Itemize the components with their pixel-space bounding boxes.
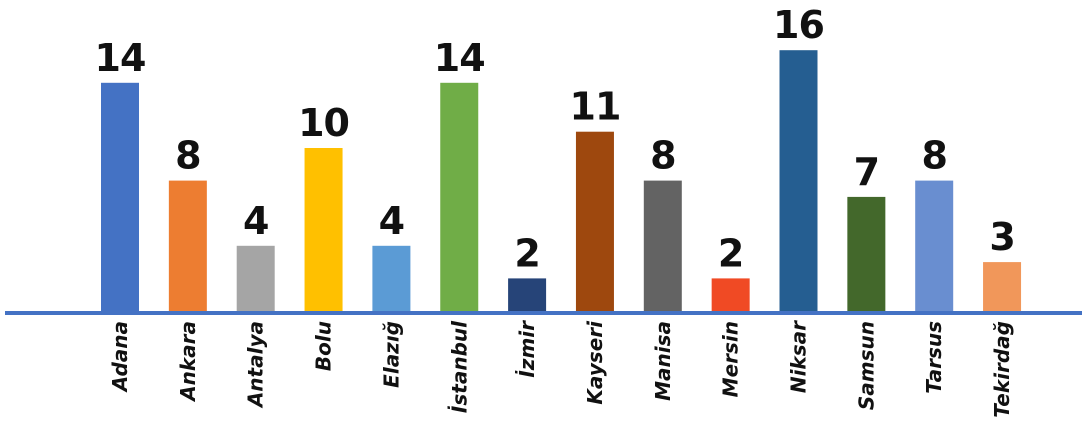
value-label-9: 2 <box>718 231 743 275</box>
value-label-2: 4 <box>243 199 268 243</box>
category-label-3: Bolu <box>312 321 336 371</box>
category-label-9: Mersin <box>719 321 743 397</box>
bar-13 <box>983 262 1022 311</box>
value-label-11: 7 <box>854 150 879 194</box>
bar-4 <box>372 245 411 311</box>
bar-1 <box>168 180 207 311</box>
category-label-4: Elazığ <box>379 321 403 388</box>
bar-5 <box>440 82 479 311</box>
category-label-10: Niksar <box>787 320 811 393</box>
value-label-12: 8 <box>921 134 946 178</box>
category-label-0: Adana <box>108 321 132 393</box>
bar-7 <box>575 131 614 311</box>
value-label-3: 10 <box>298 101 349 145</box>
category-label-2: Antalya <box>244 321 268 409</box>
value-label-6: 2 <box>514 231 539 275</box>
category-labels-group: Adana Ankara Antalya Bolu Elazığ İstanbul İzmi… <box>108 320 1014 418</box>
category-label-6: İzmir <box>515 320 539 378</box>
bar-3 <box>304 148 343 311</box>
value-label-8: 8 <box>650 134 675 178</box>
bar-11 <box>847 196 886 311</box>
value-label-4: 4 <box>379 199 404 243</box>
category-label-5: İstanbul <box>447 320 471 413</box>
bar-12 <box>915 180 954 311</box>
bars-group <box>101 50 1022 311</box>
bar-10 <box>779 50 818 311</box>
category-label-1: Ankara <box>176 321 200 403</box>
value-label-13: 3 <box>989 215 1014 259</box>
category-label-8: Manisa <box>651 321 675 401</box>
bar-6 <box>508 278 547 311</box>
bar-8 <box>643 180 682 311</box>
value-label-10: 16 <box>773 3 824 47</box>
bar-9 <box>711 278 750 311</box>
bar-0 <box>101 82 139 311</box>
value-label-1: 8 <box>175 134 200 178</box>
category-label-12: Tarsus <box>922 321 946 394</box>
category-label-11: Samsun <box>854 321 878 410</box>
value-label-0: 14 <box>95 36 146 80</box>
value-label-5: 14 <box>434 36 485 80</box>
category-label-7: Kayseri <box>583 320 607 405</box>
value-label-7: 11 <box>570 85 621 129</box>
bar-2 <box>236 245 275 311</box>
category-label-13: Tekirdağ <box>990 321 1014 418</box>
